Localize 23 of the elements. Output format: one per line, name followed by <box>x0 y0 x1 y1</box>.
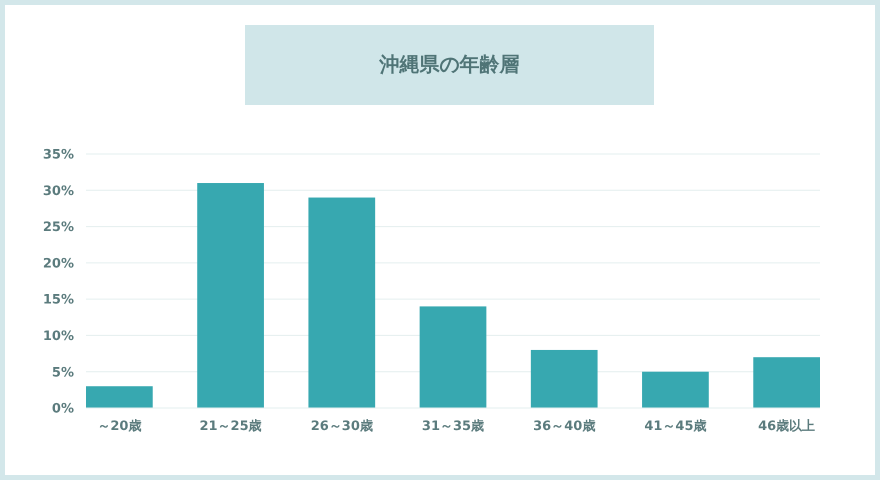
y-tick-label: 0% <box>52 402 74 417</box>
bar <box>308 198 376 408</box>
x-tick-label: 36～40歳 <box>533 419 596 434</box>
chart-title: 沖縄県の年齢層 <box>378 52 520 76</box>
bar <box>86 386 153 408</box>
x-tick-label: 31～35歳 <box>422 419 484 434</box>
y-tick-label: 15% <box>42 292 74 308</box>
bar <box>420 306 486 408</box>
bar <box>530 350 598 408</box>
bar <box>642 372 709 408</box>
y-tick-label: 35% <box>42 148 74 163</box>
y-tick-label: 20% <box>42 256 74 272</box>
y-tick-label: 10% <box>42 328 74 344</box>
x-tick-label: 21～25歳 <box>199 419 262 434</box>
bar <box>197 183 264 408</box>
x-tick-label: 46歳以上 <box>758 419 816 434</box>
x-tick-label: ～20歳 <box>97 419 142 434</box>
y-tick-label: 25% <box>42 220 74 236</box>
x-tick-label: 26～30歳 <box>310 419 373 434</box>
x-tick-label: 41～45歳 <box>644 419 707 434</box>
y-tick-label: 5% <box>52 365 74 380</box>
y-tick-label: 30% <box>42 184 74 199</box>
bar <box>753 357 820 408</box>
